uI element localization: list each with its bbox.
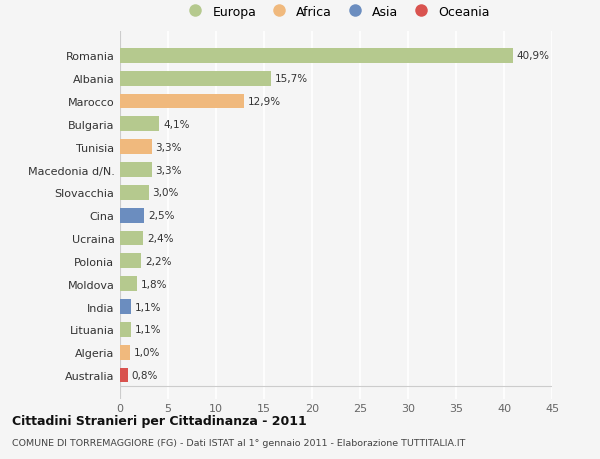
Text: 1,8%: 1,8% xyxy=(141,279,167,289)
Text: 0,8%: 0,8% xyxy=(131,370,158,380)
Text: 1,0%: 1,0% xyxy=(133,347,160,358)
Text: COMUNE DI TORREMAGGIORE (FG) - Dati ISTAT al 1° gennaio 2011 - Elaborazione TUTT: COMUNE DI TORREMAGGIORE (FG) - Dati ISTA… xyxy=(12,438,466,447)
Bar xyxy=(120,140,152,155)
Text: 2,5%: 2,5% xyxy=(148,211,175,221)
Bar xyxy=(120,208,144,223)
Text: 3,3%: 3,3% xyxy=(155,142,182,152)
Bar xyxy=(120,185,149,200)
Legend: Europa, Africa, Asia, Oceania: Europa, Africa, Asia, Oceania xyxy=(182,6,490,18)
Bar xyxy=(120,299,131,314)
Text: 3,0%: 3,0% xyxy=(152,188,179,198)
Bar xyxy=(120,254,141,269)
Text: 1,1%: 1,1% xyxy=(134,325,161,335)
Text: 2,4%: 2,4% xyxy=(147,234,173,244)
Bar xyxy=(120,95,244,109)
Bar xyxy=(120,322,131,337)
Text: 1,1%: 1,1% xyxy=(134,302,161,312)
Bar xyxy=(120,117,160,132)
Text: Cittadini Stranieri per Cittadinanza - 2011: Cittadini Stranieri per Cittadinanza - 2… xyxy=(12,414,307,428)
Bar xyxy=(120,72,271,86)
Bar xyxy=(120,163,152,178)
Text: 40,9%: 40,9% xyxy=(517,51,550,61)
Text: 15,7%: 15,7% xyxy=(275,74,308,84)
Text: 3,3%: 3,3% xyxy=(155,165,182,175)
Text: 4,1%: 4,1% xyxy=(163,120,190,129)
Bar xyxy=(120,345,130,360)
Bar xyxy=(120,277,137,291)
Bar xyxy=(120,231,143,246)
Bar xyxy=(120,368,128,383)
Text: 2,2%: 2,2% xyxy=(145,256,172,266)
Text: 12,9%: 12,9% xyxy=(248,97,281,107)
Bar xyxy=(120,49,512,64)
